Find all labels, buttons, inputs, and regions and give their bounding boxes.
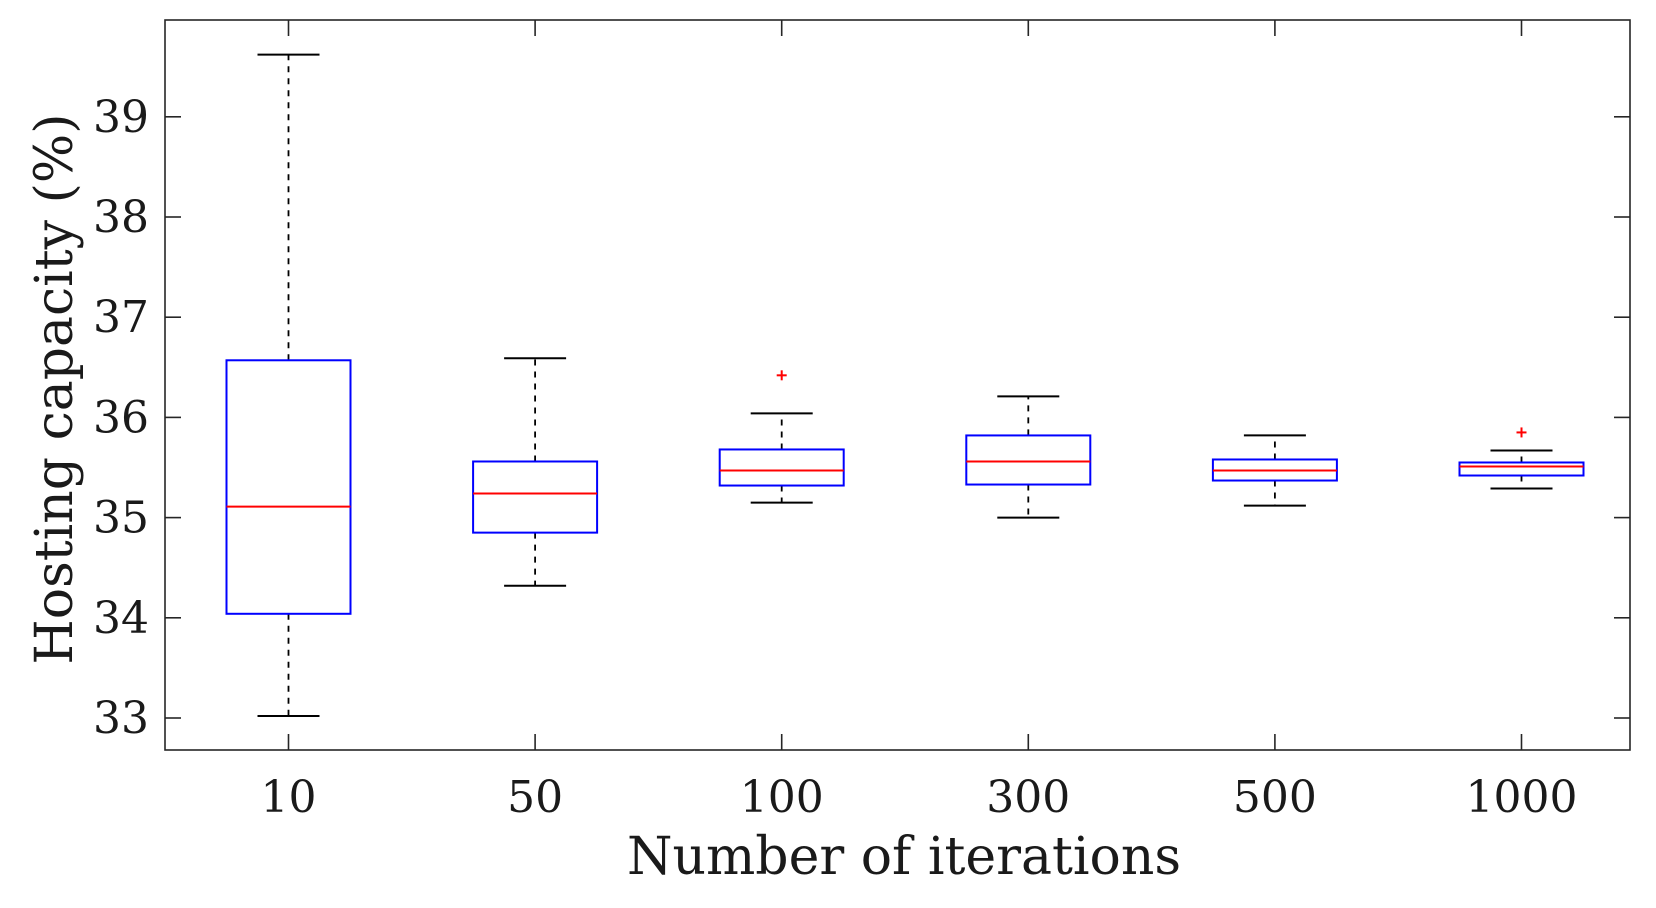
iqr-box bbox=[718, 448, 845, 487]
box-group-500 bbox=[1211, 434, 1338, 507]
box-group-100 bbox=[718, 370, 845, 504]
y-tick-label: 36 bbox=[93, 392, 149, 443]
y-tick-label: 33 bbox=[93, 693, 149, 744]
x-tick-label: 50 bbox=[507, 772, 563, 823]
x-tick-label: 500 bbox=[1233, 772, 1317, 823]
box-group-10 bbox=[225, 53, 352, 717]
iqr-box bbox=[472, 460, 599, 534]
iqr-box bbox=[965, 434, 1092, 486]
box-group-50 bbox=[472, 357, 599, 587]
axes-frame bbox=[164, 19, 1631, 751]
axes: 33 34 35 36 37 38 39 10 50 100 300 500 1000 bbox=[93, 19, 1631, 823]
y-tick-label: 38 bbox=[93, 192, 149, 243]
x-tick-label: 1000 bbox=[1466, 772, 1578, 823]
x-tick-label: 300 bbox=[986, 772, 1070, 823]
iqr-box bbox=[1458, 461, 1585, 477]
y-axis-label: Hosting capacity (%) bbox=[25, 113, 85, 664]
iqr-box bbox=[225, 359, 352, 615]
x-axis-label: Number of iterations bbox=[627, 827, 1181, 887]
box-group-300 bbox=[965, 395, 1092, 519]
outlier-marker bbox=[776, 370, 787, 381]
outlier-marker bbox=[1516, 427, 1527, 438]
plot-area bbox=[225, 53, 1585, 717]
box-group-1000 bbox=[1458, 427, 1585, 490]
y-tick-label: 34 bbox=[93, 593, 149, 644]
y-tick-label: 35 bbox=[93, 493, 149, 544]
y-tick-label: 39 bbox=[93, 92, 149, 143]
y-tick-label: 37 bbox=[93, 292, 149, 343]
x-tick-label: 100 bbox=[740, 772, 824, 823]
x-tick-label: 10 bbox=[261, 772, 317, 823]
